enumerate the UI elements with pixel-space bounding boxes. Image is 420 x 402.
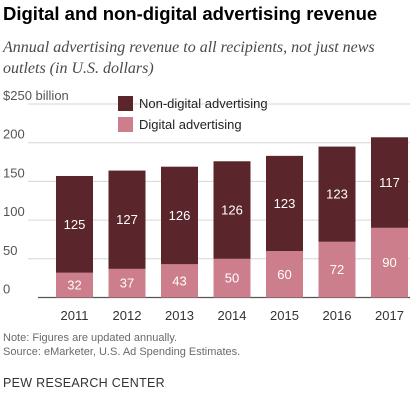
y-axis-labels: 0 50 100 150 200 $250 billion	[3, 88, 69, 297]
y-tick-label: 150	[3, 165, 25, 180]
data-label-digital-2011: 32	[67, 278, 81, 293]
data-label-digital-2012: 37	[120, 276, 134, 291]
bar-digital-2017	[371, 227, 408, 298]
data-label-digital-2013: 43	[172, 273, 186, 288]
y-tick-label: 50	[3, 243, 17, 258]
bar-digital-2014	[213, 258, 251, 298]
bar-non-digital-2017	[371, 137, 408, 228]
bar-digital-2013	[161, 264, 198, 298]
y-tick-label: 200	[3, 127, 25, 142]
bar-digital-2016	[318, 241, 356, 298]
legend: Non-digital advertising Digital advertisi…	[118, 96, 268, 132]
bar-non-digital-2014	[213, 161, 251, 259]
brand-logo-text: PEW RESEARCH CENTER	[3, 376, 165, 390]
data-label-non-digital-2017: 117	[379, 175, 400, 190]
x-tick-label: 2016	[323, 308, 352, 323]
data-label-non-digital-2013: 126	[169, 208, 191, 223]
data-label-digital-2016: 72	[330, 262, 344, 277]
bar-non-digital-2013	[161, 166, 198, 265]
data-label-non-digital-2015: 123	[274, 196, 296, 211]
x-tick-label: 2017	[375, 308, 404, 323]
bar-digital-2012	[108, 268, 146, 298]
x-tick-label: 2012	[113, 308, 142, 323]
x-tick-label: 2013	[165, 308, 194, 323]
source-text: Source: eMarketer, U.S. Ad Spending Esti…	[3, 346, 241, 358]
bar-digital-2011	[56, 272, 93, 298]
data-label-digital-2017: 90	[382, 255, 396, 270]
y-tick-label: $250 billion	[3, 88, 69, 103]
data-label-non-digital-2016: 123	[326, 187, 348, 202]
notes: Note: Figures are updated annually. Sour…	[3, 331, 240, 359]
legend-label: Digital advertising	[139, 117, 242, 132]
data-label-non-digital-2014: 126	[221, 203, 243, 218]
data-label-digital-2015: 60	[277, 267, 291, 282]
chart-subtitle: Annual advertising revenue to all recipi…	[3, 39, 375, 77]
y-tick-label: 0	[3, 282, 10, 297]
x-tick-label: 2014	[218, 308, 247, 323]
chart-title: Digital and non-digital advertising reve…	[3, 3, 378, 24]
bar-digital-2015	[266, 251, 303, 298]
bars: 32 125 37 127 43 126 50 126 60 123 72 123 90 117	[56, 137, 408, 298]
legend-swatch	[118, 117, 133, 132]
data-label-digital-2014: 50	[225, 271, 239, 286]
note-text: Note: Figures are updated annually.	[3, 332, 178, 344]
bar-non-digital-2011	[56, 175, 93, 273]
legend-swatch	[118, 96, 133, 111]
x-tick-label: 2011	[61, 308, 89, 323]
y-tick-label: 100	[3, 204, 25, 219]
stacked-bar-chart: 0 50 100 150 200 $250 billion 32 125 37 127 43 126…	[3, 88, 410, 323]
data-label-non-digital-2012: 127	[116, 212, 138, 227]
legend-label: Non-digital advertising	[139, 96, 268, 111]
bar-non-digital-2012	[108, 170, 146, 269]
data-label-non-digital-2011: 125	[64, 217, 86, 232]
bar-non-digital-2015	[266, 155, 303, 252]
x-tick-label: 2015	[270, 308, 299, 323]
bar-non-digital-2016	[318, 146, 356, 242]
x-axis-labels: 2011 2012 2013 2014 2015 2016 2017	[61, 308, 404, 323]
